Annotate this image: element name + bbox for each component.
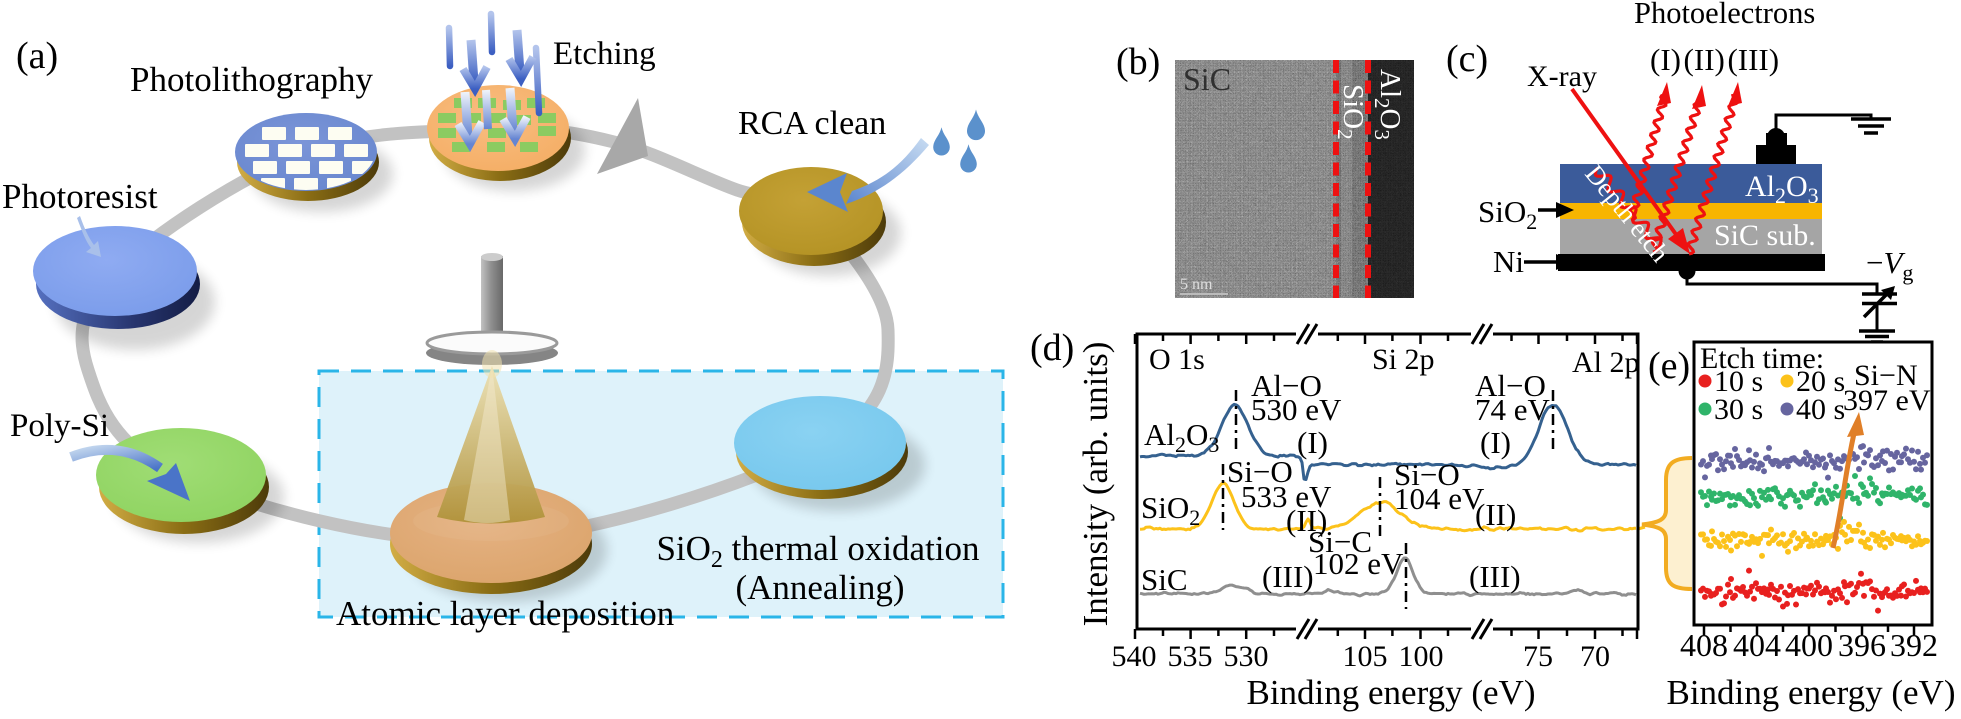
svg-text:104 eV: 104 eV	[1394, 481, 1485, 516]
svg-text:Binding energy (eV): Binding energy (eV)	[1246, 673, 1535, 712]
svg-text:Si−C: Si−C	[1308, 524, 1372, 559]
svg-text:SiO2 thermal oxidation: SiO2 thermal oxidation	[656, 529, 979, 573]
svg-text:SiO2: SiO2	[1478, 194, 1537, 234]
svg-text:(a): (a)	[16, 35, 58, 77]
svg-text:397 eV: 397 eV	[1843, 384, 1931, 417]
svg-text:540: 540	[1112, 640, 1157, 673]
svg-text:X-ray: X-ray	[1527, 60, 1597, 93]
svg-text:(e): (e)	[1648, 345, 1690, 387]
svg-text:392: 392	[1890, 627, 1938, 663]
svg-text:SiO2: SiO2	[1141, 490, 1200, 530]
svg-text:(II): (II)	[1475, 497, 1516, 532]
svg-text:Intensity (arb. units): Intensity (arb. units)	[1076, 342, 1115, 627]
svg-text:Si−O: Si−O	[1394, 457, 1460, 492]
svg-text:Al−O: Al−O	[1251, 368, 1322, 403]
svg-text:−Vg: −Vg	[1866, 245, 1913, 285]
svg-text:SiC: SiC	[1183, 61, 1231, 97]
svg-text:105: 105	[1343, 640, 1388, 673]
svg-text:(II): (II)	[1286, 503, 1327, 538]
svg-text:530: 530	[1224, 640, 1269, 673]
svg-text:Photoresist: Photoresist	[2, 177, 158, 216]
svg-text:(c): (c)	[1446, 38, 1488, 80]
svg-text:Al−O: Al−O	[1475, 368, 1546, 403]
svg-text:5 nm: 5 nm	[1180, 276, 1213, 293]
svg-text:Al 2p: Al 2p	[1572, 346, 1640, 379]
svg-text:SiC: SiC	[1141, 562, 1188, 597]
svg-text:396: 396	[1838, 627, 1886, 663]
svg-text:Si−N: Si−N	[1854, 359, 1918, 392]
svg-text:(III): (III)	[1262, 559, 1314, 594]
svg-text:SiC sub.: SiC sub.	[1714, 219, 1816, 252]
svg-text:(III): (III)	[1469, 559, 1521, 594]
svg-text:74 eV: 74 eV	[1475, 392, 1551, 427]
svg-text:30 s: 30 s	[1714, 393, 1763, 426]
svg-text:Poly-Si: Poly-Si	[10, 408, 109, 444]
svg-text:408: 408	[1680, 627, 1728, 663]
svg-text:(I) (II) (III): (I) (II) (III)	[1650, 42, 1779, 77]
svg-text:535: 535	[1168, 640, 1213, 673]
svg-text:Etch time:: Etch time:	[1700, 342, 1824, 375]
svg-text:Si 2p: Si 2p	[1372, 343, 1435, 376]
svg-text:40 s: 40 s	[1796, 393, 1845, 426]
svg-text:(I): (I)	[1297, 425, 1328, 460]
svg-text:530 eV: 530 eV	[1251, 392, 1342, 427]
svg-text:Etching: Etching	[553, 36, 656, 72]
svg-text:Binding energy (eV): Binding energy (eV)	[1666, 673, 1955, 712]
svg-text:102 eV: 102 eV	[1313, 546, 1404, 581]
svg-text:10 s: 10 s	[1714, 365, 1763, 398]
svg-text:Si−O: Si−O	[1227, 454, 1293, 489]
svg-text:20 s: 20 s	[1796, 365, 1845, 398]
svg-text:100: 100	[1399, 640, 1444, 673]
svg-text:RCA clean: RCA clean	[738, 105, 886, 142]
svg-text:404: 404	[1733, 627, 1781, 663]
svg-text:Ni: Ni	[1493, 244, 1524, 279]
svg-text:75: 75	[1523, 640, 1553, 673]
svg-text:Atomic layer deposition: Atomic layer deposition	[336, 594, 674, 633]
svg-text:(I): (I)	[1480, 425, 1511, 460]
svg-text:70: 70	[1580, 640, 1610, 673]
svg-text:Photolithography: Photolithography	[130, 60, 374, 99]
svg-text:533 eV: 533 eV	[1241, 479, 1332, 514]
svg-text:O 1s: O 1s	[1149, 343, 1205, 376]
svg-text:(d): (d)	[1030, 327, 1074, 369]
svg-text:(Annealing): (Annealing)	[735, 568, 904, 607]
svg-text:Photoelectrons: Photoelectrons	[1634, 0, 1815, 30]
svg-text:Al2O3: Al2O3	[1144, 417, 1219, 457]
svg-text:400: 400	[1785, 627, 1833, 663]
svg-text:(b): (b)	[1116, 41, 1160, 83]
